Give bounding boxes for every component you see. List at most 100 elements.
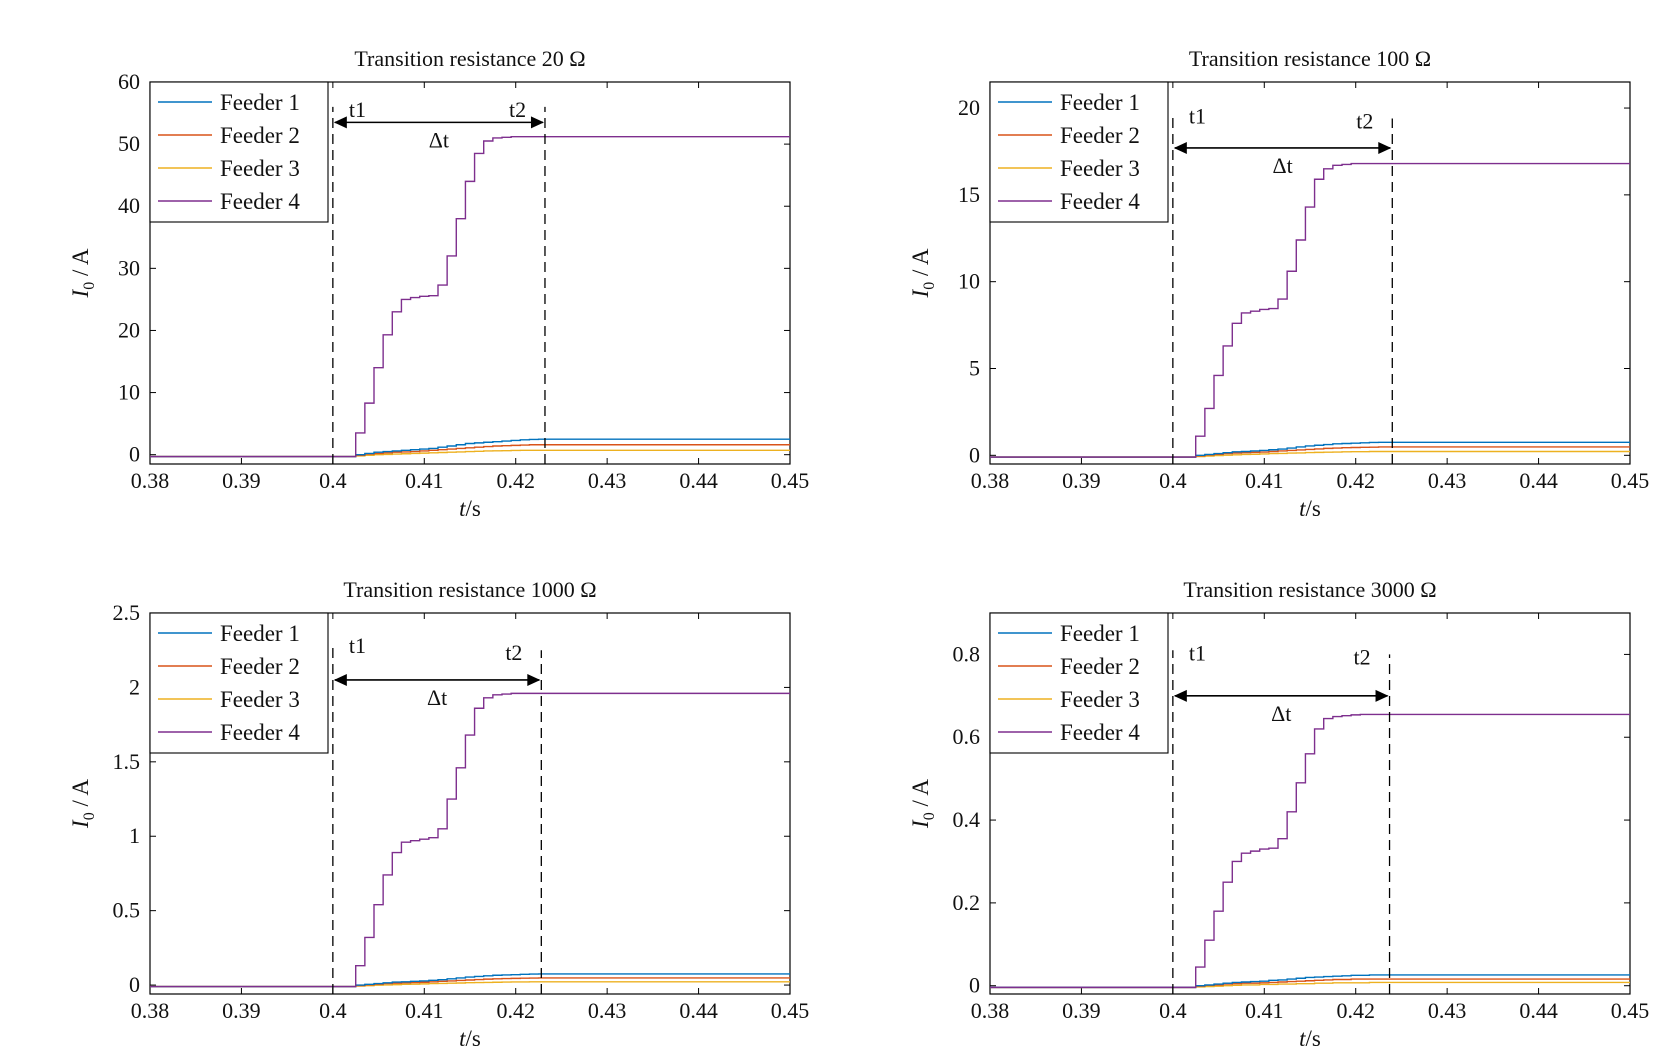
- y-tick-label: 2.5: [113, 600, 141, 625]
- y-tick-label: 5: [969, 356, 980, 381]
- x-axis-label-unit: /s: [1306, 496, 1321, 521]
- y-axis-label-var: I: [908, 288, 933, 298]
- x-axis-label-var: t: [459, 1026, 466, 1051]
- y-tick-label: 10: [118, 380, 140, 405]
- chart-panel-1: Transition resistance 20 Ω 0.38 0.39 0.4 0.4…: [68, 46, 809, 521]
- delta-t-arrowhead-right: [530, 116, 544, 129]
- y-axis-label: I0 / A: [68, 779, 98, 829]
- y-axis-label-unit: / A: [68, 779, 93, 813]
- legend-box: [989, 612, 1169, 754]
- series-line-feeder-1: [150, 438, 790, 458]
- x-axis-label-var: t: [1299, 1026, 1306, 1051]
- legend: Feeder 1 Feeder 2 Feeder 3 Feeder 4: [149, 81, 329, 223]
- x-tick-label: 0.41: [1245, 998, 1284, 1023]
- y-tick-label: 60: [118, 69, 140, 94]
- y-axis-label-unit: / A: [68, 248, 93, 282]
- t1-label: t1: [349, 97, 366, 122]
- legend-label-feeder-4: Feeder 4: [220, 720, 300, 745]
- delta-t-arrowhead-left: [1173, 689, 1187, 702]
- x-tick-label: 0.42: [496, 998, 535, 1023]
- y-axis-label-sub: 0: [921, 812, 938, 820]
- x-tick-label: 0.39: [222, 468, 261, 493]
- x-tick-label: 0.45: [771, 468, 810, 493]
- x-axis-label-unit: /s: [1306, 1026, 1321, 1051]
- y-tick-label: 0.8: [953, 641, 981, 666]
- delta-t-label: Δt: [1271, 701, 1291, 726]
- t2-label: t2: [1354, 644, 1371, 669]
- x-tick-label: 0.43: [1428, 998, 1467, 1023]
- y-tick-label: 10: [958, 269, 980, 294]
- t1-label: t1: [1189, 103, 1206, 128]
- legend: Feeder 1 Feeder 2 Feeder 3 Feeder 4: [149, 612, 329, 754]
- delta-t-arrowhead-left: [1173, 141, 1187, 154]
- plot-area-frame: [989, 612, 1631, 995]
- x-tick-label: 0.38: [971, 468, 1010, 493]
- legend-label-feeder-4: Feeder 4: [220, 189, 300, 214]
- delta-t-label: Δt: [1272, 153, 1292, 178]
- series-line-feeder-1: [990, 974, 1630, 989]
- x-tick-label: 0.38: [131, 998, 170, 1023]
- x-tick-label: 0.43: [588, 468, 627, 493]
- chart-title: Transition resistance 1000 Ω: [343, 577, 596, 602]
- legend-box: [989, 81, 1169, 223]
- chart-title: Transition resistance 20 Ω: [354, 46, 585, 71]
- delta-t-label: Δt: [427, 685, 447, 710]
- y-axis-label-sub: 0: [81, 812, 98, 820]
- legend-label-feeder-3: Feeder 3: [1060, 156, 1140, 181]
- legend-label-feeder-1: Feeder 1: [220, 90, 300, 115]
- legend-label-feeder-1: Feeder 1: [1060, 90, 1140, 115]
- y-axis-label-unit: / A: [908, 248, 933, 282]
- x-tick-label: 0.38: [131, 468, 170, 493]
- legend-label-feeder-2: Feeder 2: [1060, 123, 1140, 148]
- legend-label-feeder-2: Feeder 2: [1060, 654, 1140, 679]
- series-line-feeder-4: [150, 692, 790, 988]
- x-tick-label: 0.42: [1336, 468, 1375, 493]
- y-axis-label-var: I: [68, 288, 93, 298]
- t1-label: t1: [1189, 640, 1206, 665]
- y-axis-label: I0 / A: [908, 248, 938, 298]
- y-tick-label: 0.4: [953, 807, 981, 832]
- x-tick-label: 0.44: [679, 998, 718, 1023]
- legend-label-feeder-1: Feeder 1: [1060, 621, 1140, 646]
- y-tick-label: 15: [958, 182, 980, 207]
- chart-panel-2: Transition resistance 100 Ω 0.38 0.39 0.4 0.…: [908, 46, 1649, 521]
- x-tick-label: 0.44: [1519, 468, 1558, 493]
- t2-label: t2: [505, 640, 522, 665]
- y-tick-label: 40: [118, 193, 140, 218]
- x-tick-label: 0.38: [971, 998, 1010, 1023]
- y-tick-label: 0: [129, 972, 140, 997]
- x-tick-label: 0.4: [319, 468, 347, 493]
- y-axis-label-var: I: [68, 819, 93, 829]
- legend-label-feeder-4: Feeder 4: [1060, 189, 1140, 214]
- x-tick-label: 0.44: [1519, 998, 1558, 1023]
- x-axis-label-var: t: [459, 496, 466, 521]
- x-axis-label-var: t: [1299, 496, 1306, 521]
- delta-t-arrowhead-right: [527, 673, 541, 686]
- chart-panel-4: Transition resistance 3000 Ω 0.38 0.39 0.4 0…: [908, 577, 1649, 1051]
- t2-label: t2: [1356, 108, 1373, 133]
- x-tick-label: 0.45: [1611, 468, 1650, 493]
- y-tick-label: 20: [958, 95, 980, 120]
- legend-label-feeder-2: Feeder 2: [220, 654, 300, 679]
- x-tick-label: 0.41: [405, 998, 444, 1023]
- x-tick-label: 0.43: [1428, 468, 1467, 493]
- y-axis-label-sub: 0: [81, 282, 98, 290]
- x-tick-label: 0.45: [771, 998, 810, 1023]
- series-line-feeder-3: [150, 981, 790, 988]
- plot-area-frame: [989, 81, 1631, 465]
- series-line-feeder-4: [990, 162, 1630, 458]
- x-tick-label: 0.45: [1611, 998, 1650, 1023]
- chart-panel-3: Transition resistance 1000 Ω 0.38 0.39 0.4 0…: [68, 577, 809, 1051]
- delta-t-label: Δt: [429, 127, 449, 152]
- legend-label-feeder-4: Feeder 4: [1060, 720, 1140, 745]
- legend-label-feeder-3: Feeder 3: [1060, 687, 1140, 712]
- series-line-feeder-4: [990, 713, 1630, 989]
- legend: Feeder 1 Feeder 2 Feeder 3 Feeder 4: [989, 612, 1169, 754]
- y-tick-label: 0.2: [953, 890, 981, 915]
- x-tick-label: 0.43: [588, 998, 627, 1023]
- y-tick-label: 1.5: [113, 749, 141, 774]
- t1-label: t1: [349, 633, 366, 658]
- x-axis-label-unit: /s: [466, 496, 481, 521]
- y-tick-label: 1: [129, 823, 140, 848]
